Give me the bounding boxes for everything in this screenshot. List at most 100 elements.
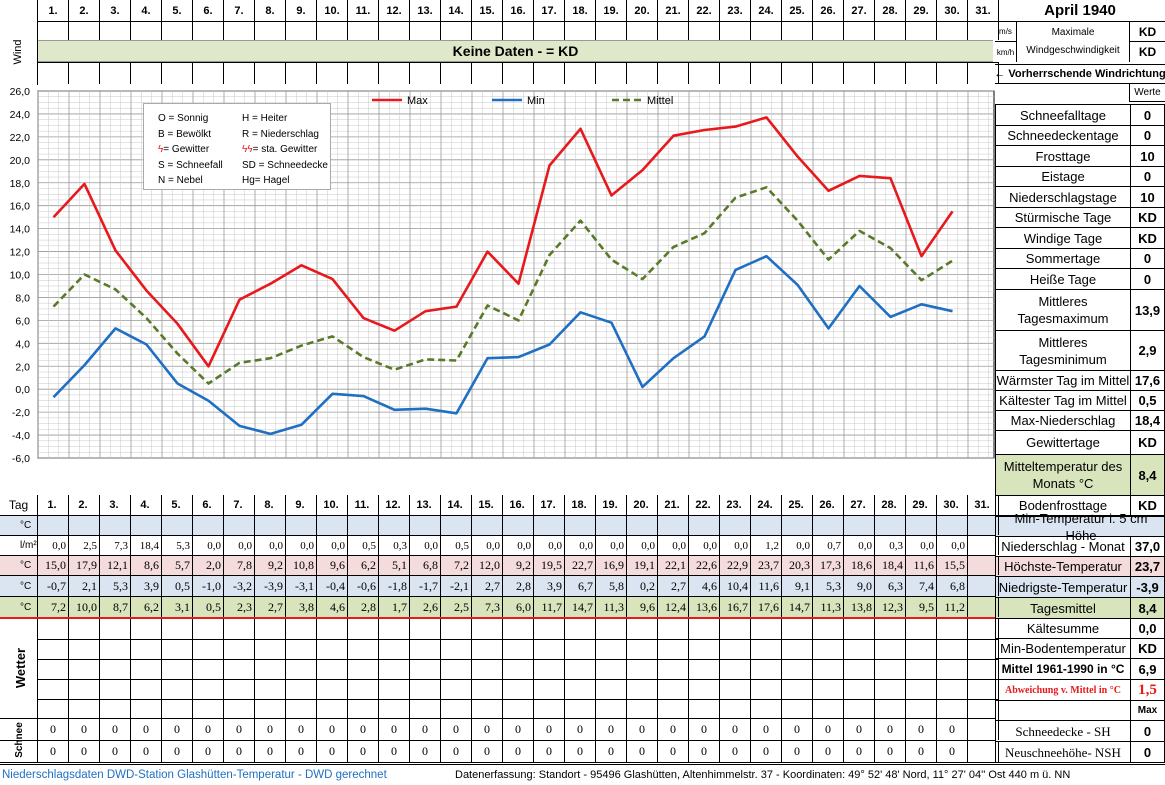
wetter-gridline [69, 659, 100, 660]
footer-right: Datenerfassung: Standort - 95496 Glashüt… [455, 765, 1160, 785]
table-cell: 18,4 [131, 536, 162, 555]
table-cell: 9. [286, 495, 317, 515]
wetter-gridline [503, 639, 534, 640]
table-cell: 9,2 [255, 556, 286, 575]
table-cell [596, 516, 627, 535]
table-cell: 0,0 [658, 536, 689, 555]
wetter-gridline [410, 659, 441, 660]
wetter-gridline [627, 639, 658, 640]
snow-cell: 0 [472, 719, 503, 740]
wetter-gridline [565, 659, 596, 660]
table-cell: 6,0 [503, 597, 534, 617]
wetter-gridline [255, 659, 286, 660]
summary-value: 6,9 [1131, 659, 1164, 679]
wetter-gridline [317, 699, 348, 700]
table-cell: 19. [596, 495, 627, 515]
table-cell: 5,3 [100, 576, 131, 596]
table-cell: 3,8 [286, 597, 317, 617]
table-cell: 14,7 [782, 597, 813, 617]
month-title: April 1940 [995, 0, 1165, 22]
table-cell: 0,2 [627, 576, 658, 596]
wetter-gridline [38, 699, 69, 700]
wetter-gridline [317, 639, 348, 640]
snow-cell: 0 [844, 719, 875, 740]
wetter-gridline [441, 659, 472, 660]
table-cell: 0,0 [503, 536, 534, 555]
wetter-gridline [193, 699, 224, 700]
snow-cell: 0 [317, 719, 348, 740]
wetter-gridline [968, 679, 999, 680]
snow-cell: 0 [255, 719, 286, 740]
summary-value: 0,0 [1131, 619, 1164, 638]
right-header: April 1940 m/s km/h Maximale Windgeschwi… [995, 0, 1165, 106]
stat-value: 2,9 [1131, 331, 1164, 370]
wetter-gridline [162, 679, 193, 680]
wetter-gridline [379, 659, 410, 660]
snow-cell: 0 [813, 741, 844, 762]
wetter-gridline [100, 699, 131, 700]
max-wind-line1: Maximale [1017, 24, 1129, 40]
table-cell: -3,9 [255, 576, 286, 596]
stat-label: Max-Niederschlag [996, 411, 1131, 430]
summary-label: Höchste-Temperatur [996, 557, 1131, 576]
summary-row: Niedrigste-Temperatur-3,9 [995, 576, 1165, 598]
stat-label: Gewittertage [996, 431, 1131, 454]
table-cell [472, 516, 503, 535]
stat-label: Stürmische Tage [996, 208, 1131, 227]
wetter-cell [286, 619, 317, 719]
table-cell: 3. [100, 495, 131, 515]
stat-label: Wärmster Tag im Mittel [996, 371, 1131, 390]
wetter-gridline [348, 639, 379, 640]
stat-label: Sommertage [996, 249, 1131, 268]
table-cell [565, 516, 596, 535]
table-cell: 16. [503, 495, 534, 515]
table-cell: 13,8 [844, 597, 875, 617]
wetter-gridline [286, 659, 317, 660]
wetter-gridline [255, 679, 286, 680]
table-cell: 2,5 [69, 536, 100, 555]
table-cell: 22,6 [689, 556, 720, 575]
table-cell: 11,6 [751, 576, 782, 596]
wetter-cell [348, 619, 379, 719]
stat-value: 0 [1131, 249, 1164, 268]
table-cell [131, 516, 162, 535]
snow-cell: 0 [813, 719, 844, 740]
table-cell: 11,3 [596, 597, 627, 617]
wetter-cell [69, 619, 100, 719]
stat-value: 0 [1131, 126, 1164, 145]
table-cell: 11,7 [534, 597, 565, 617]
wetter-gridline [348, 679, 379, 680]
table-cell: 0,7 [813, 536, 844, 555]
wetter-gridline [658, 699, 689, 700]
table-cell: 0,5 [162, 576, 193, 596]
snow-cell: 0 [720, 741, 751, 762]
wetter-gridline [720, 639, 751, 640]
table-cell [100, 516, 131, 535]
table-cell: 22,7 [565, 556, 596, 575]
snow-cell: 0 [69, 741, 100, 762]
wetter-gridline [472, 639, 503, 640]
unit-kmh: km/h [995, 42, 1017, 62]
stat-value: KD [1131, 496, 1164, 515]
table-cell [286, 516, 317, 535]
wetter-gridline [689, 659, 720, 660]
table-cell: 0,0 [255, 536, 286, 555]
wetter-gridline [317, 679, 348, 680]
summary-value: Max [1131, 701, 1164, 720]
table-cell: 10,0 [69, 597, 100, 617]
wetter-cell [658, 619, 689, 719]
table-cell [317, 516, 348, 535]
wetter-cell [968, 619, 999, 719]
table-cell: 12,4 [658, 597, 689, 617]
table-cell: 17,6 [751, 597, 782, 617]
snow-cell: 0 [906, 719, 937, 740]
snow-cell: 0 [100, 741, 131, 762]
unit-ms: m/s [995, 22, 1017, 42]
